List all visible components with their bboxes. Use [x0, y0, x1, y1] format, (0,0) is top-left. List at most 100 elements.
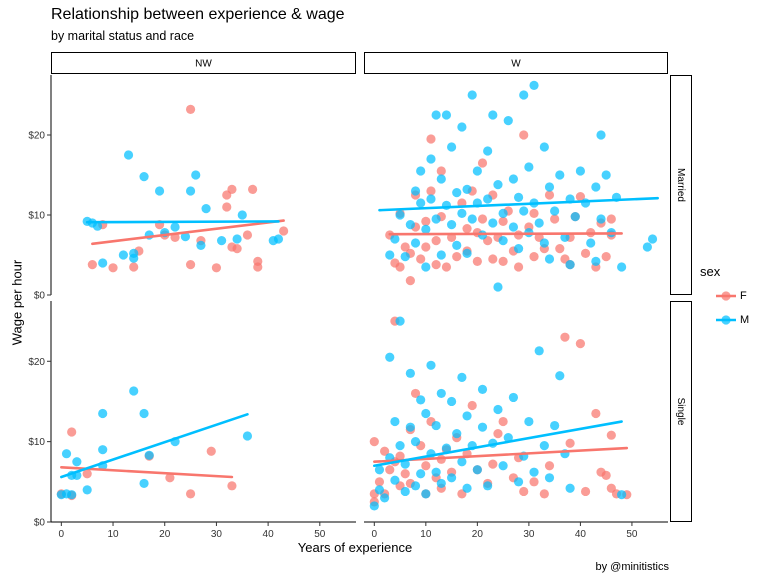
- data-point-m: [67, 490, 77, 500]
- data-point-f: [227, 481, 237, 491]
- data-point-m: [555, 371, 565, 381]
- data-point-f: [519, 486, 529, 497]
- data-point-m: [457, 122, 467, 132]
- x-axis-label: Years of experience: [297, 540, 413, 555]
- data-point-m: [483, 194, 493, 204]
- data-point-m: [560, 232, 570, 242]
- data-point-m: [457, 208, 467, 218]
- data-point-m: [477, 384, 488, 394]
- data-point-m: [426, 360, 436, 370]
- data-point-m: [390, 416, 400, 427]
- data-point-m: [139, 408, 149, 419]
- data-point-f: [242, 230, 253, 240]
- facet-strip-w: [364, 52, 668, 74]
- data-point-m: [457, 457, 467, 467]
- data-point-m: [446, 142, 457, 152]
- data-point-m: [452, 240, 462, 250]
- x-tick-label: 50: [314, 529, 326, 540]
- data-point-m: [493, 180, 503, 190]
- data-point-m: [498, 208, 508, 218]
- data-point-f: [462, 224, 472, 234]
- chart-subtitle: by marital status and race: [51, 29, 195, 43]
- data-point-m: [410, 481, 421, 491]
- data-point-m: [129, 386, 139, 396]
- data-point-f: [248, 184, 258, 194]
- data-point-m: [462, 248, 472, 258]
- data-point-m: [508, 222, 519, 232]
- data-point-f: [380, 446, 390, 456]
- x-tick-label: 0: [59, 529, 65, 540]
- data-point-m: [565, 260, 575, 270]
- panel-w-married: [378, 80, 659, 292]
- data-point-m: [513, 192, 524, 202]
- data-point-f: [369, 437, 379, 447]
- data-point-m: [436, 478, 446, 489]
- data-point-m: [395, 316, 405, 326]
- legend-key-point-f: [721, 291, 731, 301]
- data-point-m: [374, 485, 385, 495]
- data-point-m: [170, 222, 180, 232]
- data-point-f: [601, 252, 611, 262]
- data-point-m: [529, 80, 539, 90]
- x-tick-label: 30: [523, 529, 535, 540]
- trend-line-m: [85, 220, 280, 224]
- data-point-m: [483, 481, 493, 491]
- data-point-m: [410, 238, 421, 248]
- trend-line-f: [91, 219, 285, 246]
- data-point-f: [227, 184, 237, 194]
- data-point-m: [410, 186, 421, 196]
- data-point-m: [591, 182, 601, 192]
- y-tick-label: $10: [28, 437, 45, 448]
- data-point-m: [488, 218, 498, 228]
- data-point-m: [617, 262, 627, 272]
- data-point-f: [253, 262, 263, 272]
- data-point-f: [488, 254, 498, 264]
- data-point-m: [539, 142, 549, 152]
- data-point-f: [513, 262, 524, 272]
- data-point-m: [534, 218, 544, 228]
- data-point-f: [82, 469, 92, 479]
- data-point-m: [462, 411, 472, 421]
- data-point-f: [477, 158, 488, 168]
- data-point-m: [446, 220, 457, 230]
- panel-w-single: [369, 316, 632, 511]
- data-point-m: [586, 238, 596, 248]
- trend-line-m: [373, 420, 623, 468]
- data-point-m: [82, 485, 92, 495]
- data-point-m: [570, 212, 580, 222]
- data-point-m: [647, 234, 658, 244]
- data-point-m: [431, 214, 441, 224]
- data-point-m: [617, 490, 627, 500]
- data-point-m: [431, 110, 441, 120]
- data-point-m: [529, 467, 539, 477]
- data-point-f: [67, 427, 77, 437]
- x-tick-label: 50: [626, 529, 638, 540]
- data-point-m: [436, 250, 446, 260]
- data-point-m: [369, 501, 379, 511]
- data-point-f: [544, 190, 555, 200]
- data-point-f: [165, 473, 175, 483]
- trend-line-m: [60, 413, 249, 479]
- x-tick-label: 0: [372, 529, 378, 540]
- data-point-m: [426, 154, 436, 164]
- facet-strip-nw: [51, 52, 356, 74]
- data-point-f: [211, 263, 222, 273]
- data-point-m: [61, 449, 72, 459]
- data-point-m: [550, 420, 560, 431]
- data-point-m: [118, 250, 128, 260]
- data-point-m: [385, 250, 395, 260]
- data-point-m: [98, 408, 108, 419]
- data-point-m: [395, 441, 405, 451]
- legend-label-m: M: [740, 314, 750, 326]
- x-tick-label: 10: [107, 529, 119, 540]
- data-point-m: [580, 198, 591, 208]
- data-point-m: [493, 404, 503, 415]
- data-point-m: [596, 214, 606, 224]
- data-point-m: [565, 483, 575, 493]
- data-point-m: [216, 236, 227, 246]
- panel-nw-single: [56, 386, 253, 501]
- data-point-m: [405, 368, 415, 378]
- data-point-m: [416, 166, 426, 176]
- x-tick-label: 10: [420, 529, 432, 540]
- data-point-f: [498, 256, 508, 266]
